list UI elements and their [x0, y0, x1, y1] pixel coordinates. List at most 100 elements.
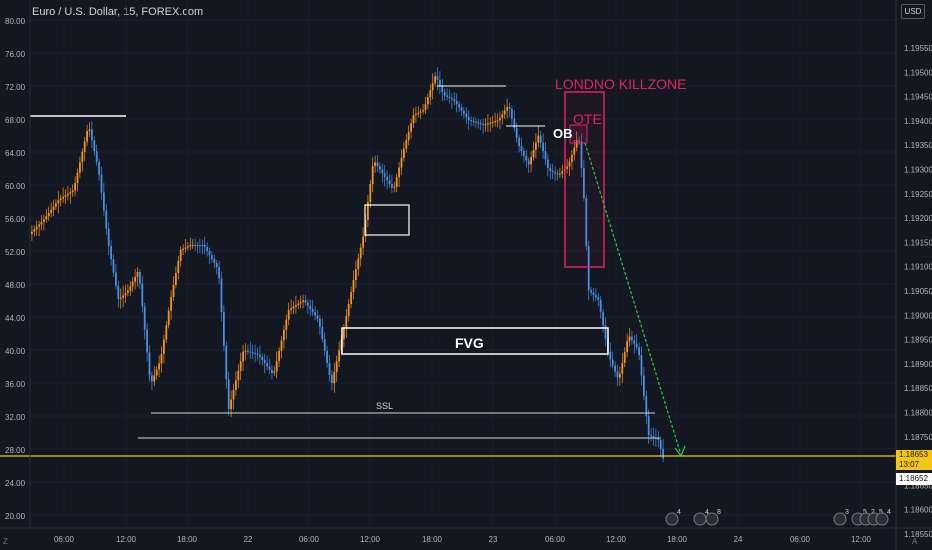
- candle-body: [571, 154, 573, 162]
- candle-body: [203, 245, 206, 247]
- candle-body: [443, 92, 446, 96]
- candle-body: [556, 173, 559, 175]
- candle-body: [367, 202, 369, 220]
- candle-body: [275, 361, 278, 372]
- candle-body: [95, 151, 98, 162]
- currency-button[interactable]: USD: [901, 4, 925, 19]
- candle-body: [347, 304, 350, 316]
- left-axis-tick: 24.00: [5, 479, 26, 488]
- x-axis-tick: 18:00: [422, 535, 443, 544]
- left-axis-tick: 52.00: [5, 248, 26, 257]
- candle-body: [523, 151, 525, 156]
- event-badge-count: 4: [887, 509, 891, 516]
- event-badge-count: 8: [717, 509, 721, 516]
- candle-body: [503, 110, 506, 115]
- candle-body: [499, 117, 501, 121]
- candle-body: [105, 210, 108, 229]
- candle-body: [580, 141, 583, 168]
- candle-body: [254, 353, 256, 355]
- event-badge[interactable]: [665, 512, 679, 526]
- price-tag-2: 1.18652: [896, 473, 932, 485]
- candle-body: [535, 142, 537, 150]
- candle-body: [518, 137, 520, 147]
- candle-body: [151, 375, 153, 382]
- candle-body: [427, 97, 429, 105]
- countdown: 13:07: [899, 460, 920, 469]
- candle-body: [357, 258, 360, 270]
- candle-body: [623, 352, 626, 363]
- right-axis-tick: 1.19100: [904, 263, 932, 272]
- candle-body: [662, 448, 664, 459]
- left-axis-tick: 72.00: [5, 83, 26, 92]
- candle-body: [575, 140, 578, 148]
- candle-body: [239, 361, 242, 371]
- candle-body: [453, 99, 456, 102]
- left-axis-tick: 48.00: [5, 281, 26, 290]
- event-badge-count: 2: [871, 509, 875, 516]
- left-axis-tick: 36.00: [5, 380, 26, 389]
- candle-body: [532, 150, 535, 158]
- candle-body: [100, 174, 103, 193]
- candle-body: [299, 301, 302, 304]
- candle-body: [494, 121, 496, 123]
- candle-body: [79, 162, 81, 173]
- candle-body: [261, 356, 264, 361]
- auto-scale[interactable]: A: [912, 537, 918, 546]
- candle-body: [235, 380, 237, 390]
- right-axis-tick: 1.18850: [904, 384, 932, 393]
- candle-body: [47, 213, 50, 217]
- candle-body: [244, 350, 247, 352]
- candle-body: [196, 245, 199, 246]
- candle-body: [292, 306, 295, 309]
- candle-body: [170, 297, 172, 311]
- candle-body: [232, 390, 235, 400]
- candle-body: [206, 247, 208, 251]
- right-axis-tick: 1.19500: [904, 68, 932, 77]
- ob-label: OB: [553, 126, 573, 141]
- candle-body: [213, 259, 216, 263]
- candle-body: [38, 224, 40, 227]
- candle-body: [362, 236, 364, 248]
- right-axis-tick: 1.19550: [904, 44, 932, 53]
- candle-body: [573, 147, 576, 155]
- candle-body: [119, 297, 122, 299]
- candle-body: [103, 192, 105, 211]
- candle-body: [376, 162, 379, 166]
- candle-body: [194, 245, 196, 246]
- candle-body: [57, 200, 60, 204]
- candle-body: [98, 161, 100, 175]
- projection-arrow: [584, 142, 682, 456]
- candle-body: [554, 172, 556, 174]
- candle-body: [117, 285, 120, 299]
- candle-body: [595, 295, 597, 298]
- candle-body: [650, 435, 652, 437]
- event-badge[interactable]: [705, 512, 719, 526]
- candle-body: [314, 312, 316, 316]
- candle-body: [134, 276, 136, 282]
- candle-body: [225, 345, 228, 380]
- zoom-z[interactable]: Z: [3, 537, 8, 546]
- candle-body: [88, 129, 91, 132]
- candle-body: [597, 297, 600, 300]
- candle-body: [448, 96, 451, 98]
- candle-body: [163, 339, 165, 354]
- candle-body: [635, 343, 638, 348]
- candle-body: [352, 280, 355, 292]
- fvg-label: FVG: [455, 335, 484, 351]
- candle-body: [220, 278, 223, 312]
- event-badge[interactable]: [833, 512, 847, 526]
- right-axis-tick: 1.19200: [904, 214, 932, 223]
- event-badge[interactable]: [875, 512, 889, 526]
- price-tag-value: 1.18653: [899, 450, 928, 459]
- candle-body: [86, 131, 88, 142]
- candle-body: [302, 300, 304, 302]
- candle-body: [165, 325, 168, 340]
- candle-body: [43, 219, 45, 222]
- right-axis-tick: 1.19400: [904, 117, 932, 126]
- candle-body: [551, 170, 554, 173]
- candle-body: [616, 371, 619, 378]
- ote-label: OTE: [573, 111, 602, 127]
- candle-body: [587, 246, 590, 291]
